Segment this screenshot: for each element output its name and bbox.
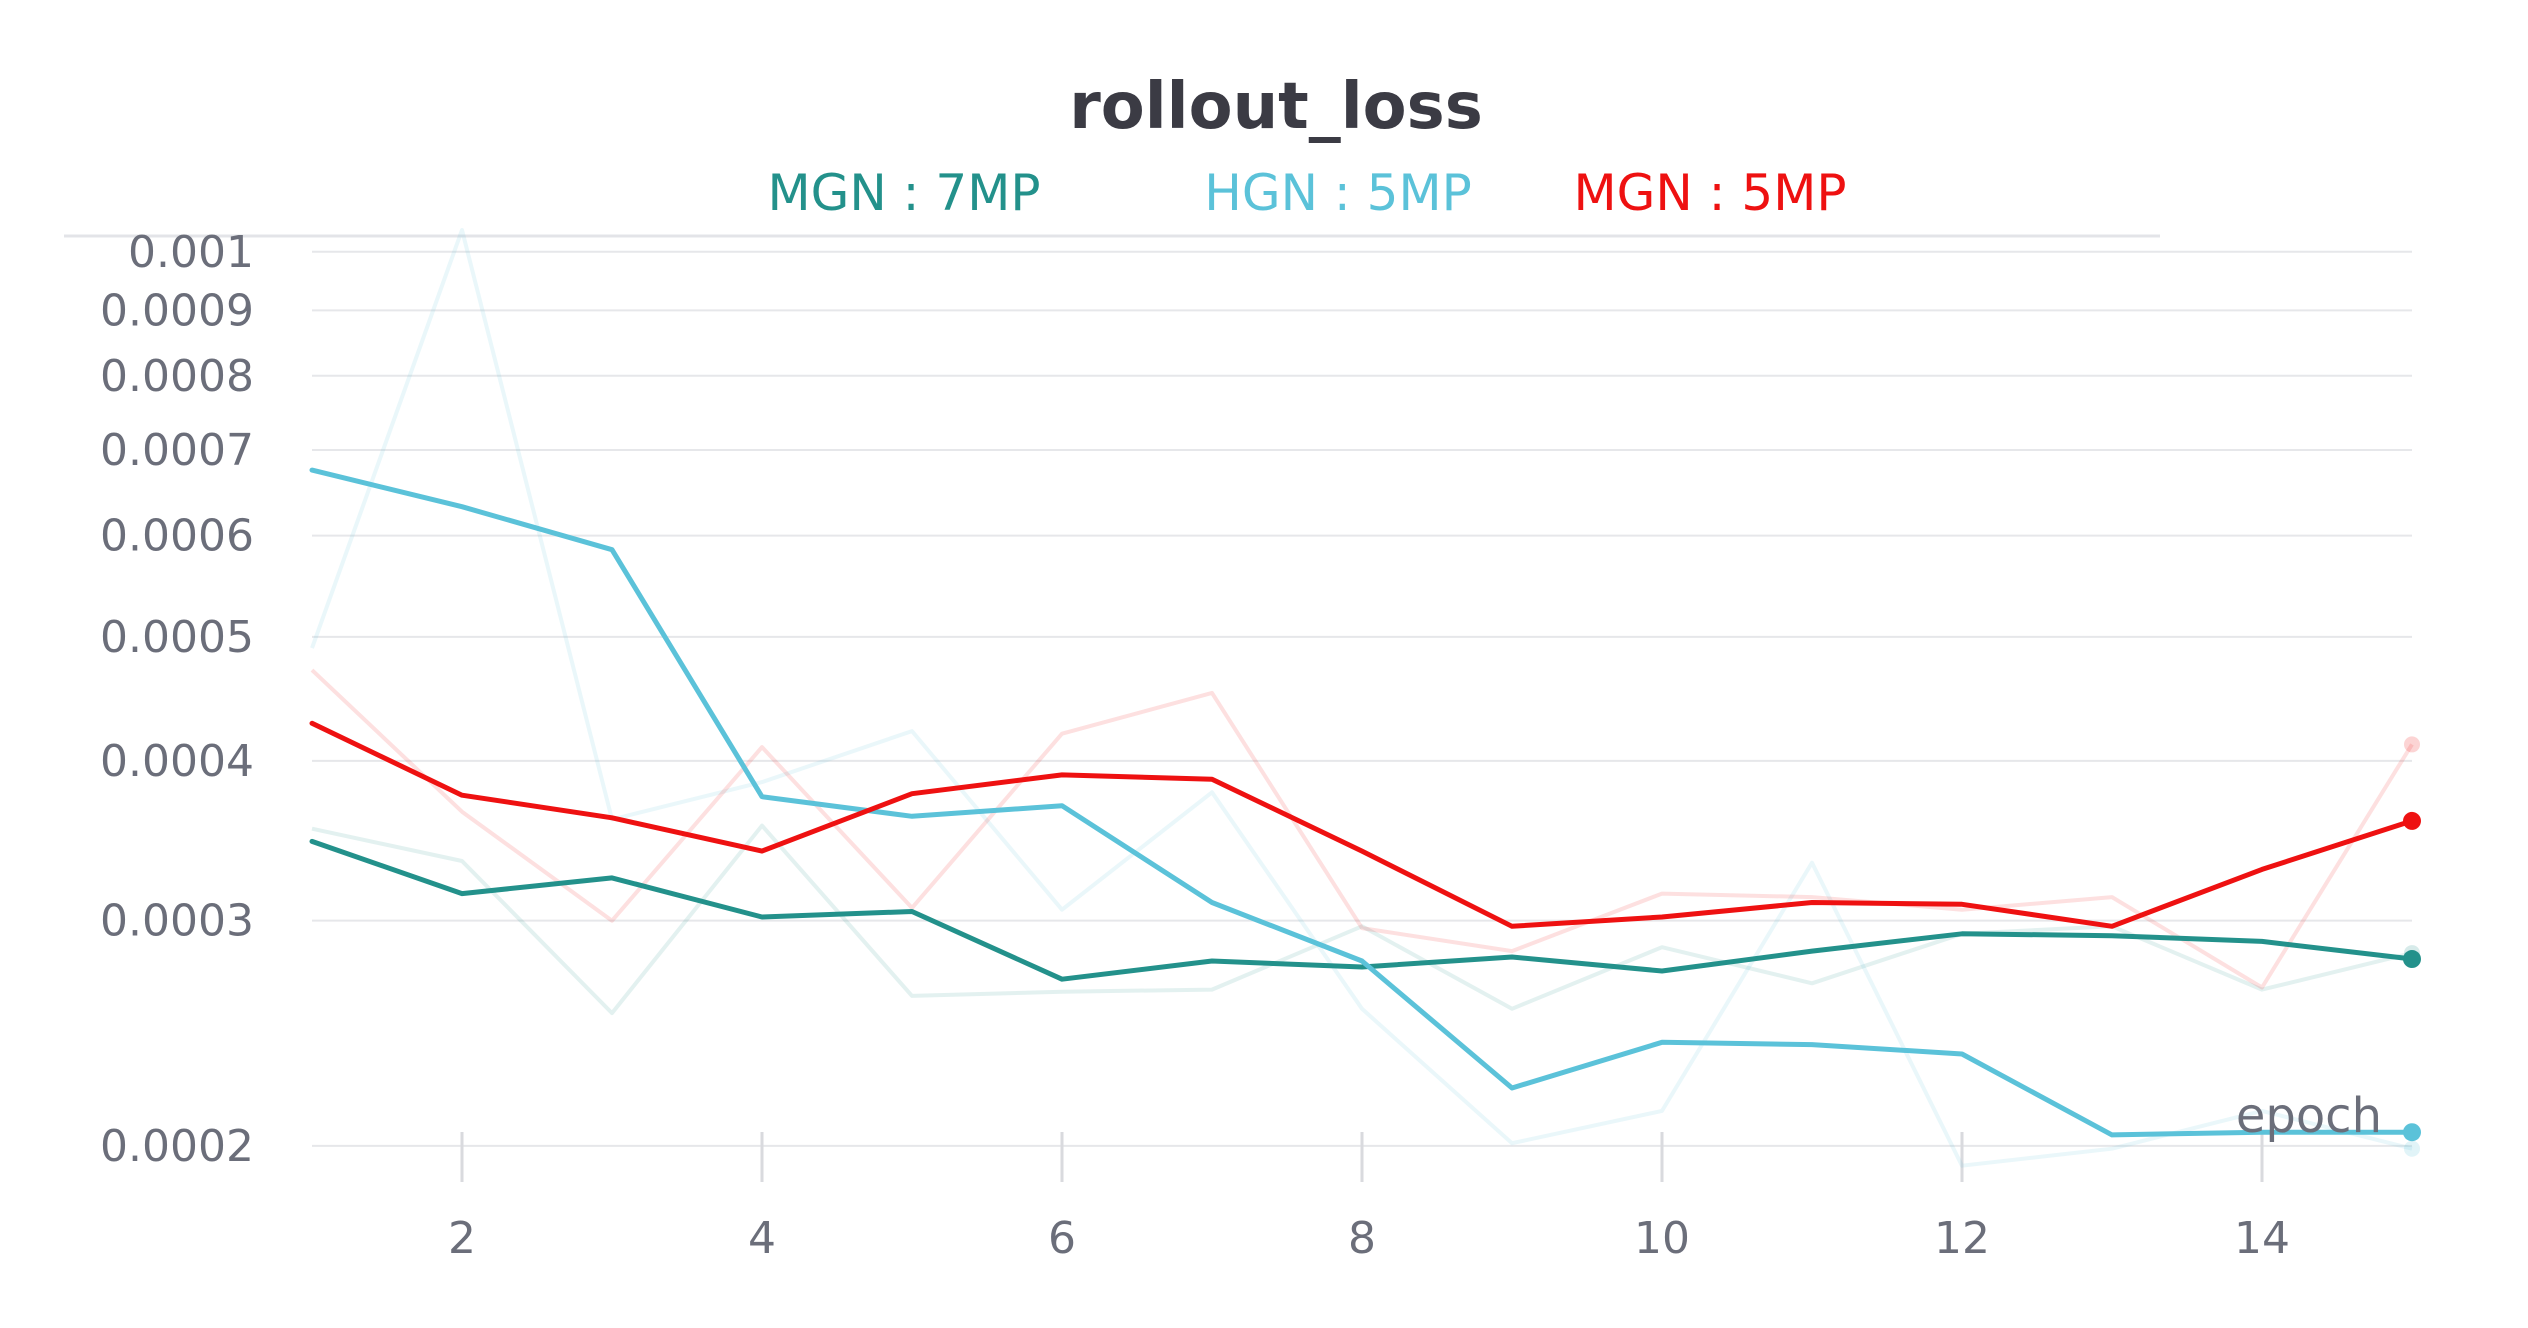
- legend-entry-3: MGN : 5MP: [1573, 164, 1846, 222]
- raw-end-point-series-2: [2404, 1140, 2420, 1157]
- grid-layer: [312, 250, 2412, 1147]
- y-tick-label-8: 0.0003: [100, 896, 254, 947]
- y-tick-label-1: 0.001: [128, 227, 254, 278]
- x-tick-label-1: 2: [448, 1213, 476, 1264]
- x-tick-label-6: 12: [1934, 1213, 1990, 1264]
- legend: MGN : 7MP HGN : 5MP MGN : 5MP: [767, 164, 1846, 222]
- y-tick-label-7: 0.0004: [100, 736, 254, 787]
- y-tick-label-9: 0.0002: [100, 1121, 254, 1172]
- x-axis: 2 4 6 8 10 12 14: [448, 1132, 2290, 1264]
- x-axis-label: epoch: [2236, 1088, 2382, 1144]
- raw-series-layer: [310, 228, 2420, 1168]
- line-series-1: [309, 838, 2415, 982]
- end-point-series-2: [2403, 1123, 2421, 1142]
- chart-title: rollout_loss: [1069, 70, 1483, 144]
- x-tick-label-7: 14: [2234, 1213, 2290, 1264]
- y-tick-label-2: 0.0009: [100, 285, 254, 336]
- raw-end-point-series-3: [2404, 736, 2420, 753]
- end-point-series-3: [2403, 811, 2421, 830]
- raw-line-series-3: [310, 668, 2414, 990]
- line-series-2: [309, 467, 2415, 1138]
- y-axis: 0.001 0.0009 0.0008 0.0007 0.0006 0.0005 0.000…: [100, 227, 254, 1172]
- y-tick-label-3: 0.0008: [100, 351, 254, 402]
- raw-line-series-2: [310, 228, 2413, 1168]
- y-tick-label-5: 0.0006: [100, 511, 254, 562]
- smoothed-series-layer: [309, 467, 2421, 1142]
- end-point-series-1: [2403, 950, 2421, 969]
- y-tick-label-6: 0.0005: [100, 612, 254, 663]
- x-tick-label-3: 6: [1048, 1213, 1076, 1264]
- raw-line-series-1: [311, 823, 2413, 1016]
- x-tick-label-4: 8: [1348, 1213, 1376, 1264]
- legend-entry-1: MGN : 7MP: [767, 164, 1040, 222]
- x-tick-label-5: 10: [1634, 1213, 1690, 1264]
- y-tick-label-4: 0.0007: [100, 425, 254, 476]
- x-tick-label-2: 4: [748, 1213, 776, 1264]
- legend-entry-2: HGN : 5MP: [1204, 164, 1471, 222]
- line-series-3: [309, 720, 2415, 929]
